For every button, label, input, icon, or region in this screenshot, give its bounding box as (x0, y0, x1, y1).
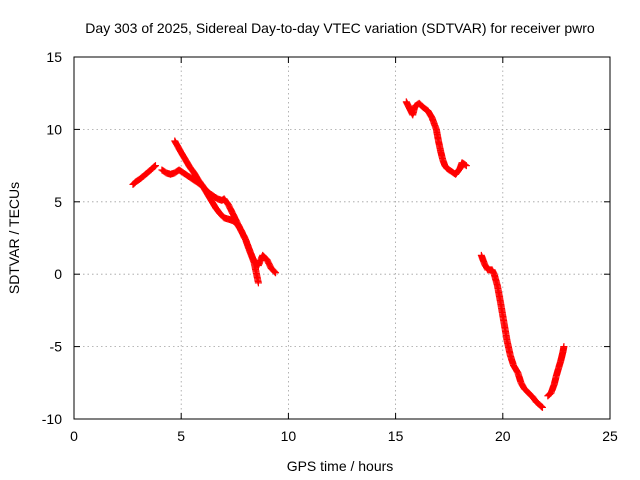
y-tick-label: 15 (46, 49, 62, 65)
series-segment-2 (158, 166, 261, 286)
x-tick-label: 5 (177, 428, 185, 444)
data-point-cluster (497, 301, 507, 324)
y-tick-label: 10 (46, 121, 62, 137)
grid-lines (74, 57, 610, 419)
x-tick-label: 10 (281, 428, 297, 444)
y-tick-label: -10 (42, 411, 62, 427)
series-segment-4 (403, 98, 470, 177)
x-tick-label: 15 (388, 428, 404, 444)
data-points (129, 98, 567, 411)
chart-title: Day 303 of 2025, Sidereal Day-to-day VTE… (85, 20, 595, 36)
x-tick-label: 0 (70, 428, 78, 444)
y-tick-label: 5 (54, 194, 62, 210)
y-tick-label: 0 (54, 266, 62, 282)
x-tick-label: 25 (602, 428, 618, 444)
y-axis-title: SDTVAR / TECUs (6, 182, 22, 294)
sdtvar-chart: Day 303 of 2025, Sidereal Day-to-day VTE… (0, 0, 640, 480)
plot-frame (74, 57, 610, 419)
series-segment-1 (129, 162, 159, 188)
data-point-cluster (504, 339, 514, 358)
y-tick-label: -5 (50, 339, 63, 355)
x-axis-title: GPS time / hours (287, 458, 394, 474)
x-tick-label: 20 (495, 428, 511, 444)
axis-ticks: 0 5 10 15 20 25 -10 -5 0 5 10 15 (42, 49, 618, 444)
series-segment-3 (171, 137, 279, 276)
series-segment-6 (544, 343, 567, 399)
series-segment-5 (478, 252, 546, 411)
data-point-cluster (501, 320, 511, 343)
